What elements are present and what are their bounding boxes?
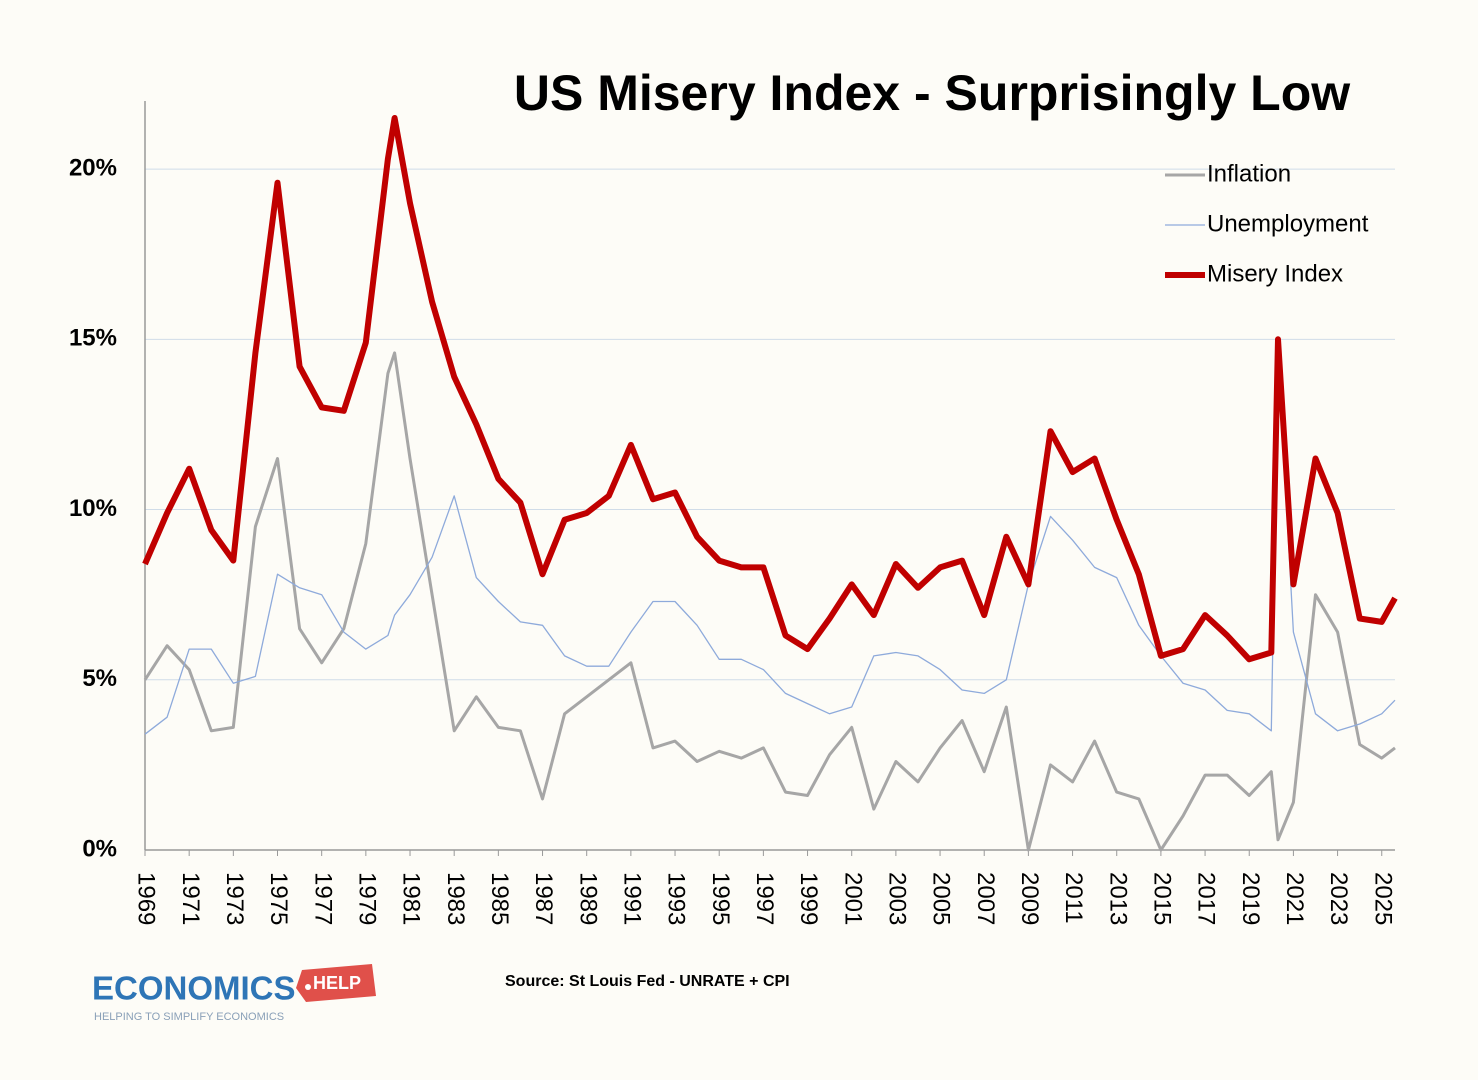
x-tick-label: 1999 — [795, 872, 822, 925]
x-tick-label: 2005 — [928, 872, 955, 925]
x-tick-label: 2019 — [1237, 872, 1264, 925]
logo-tag — [296, 964, 376, 1002]
x-tick-label: 2023 — [1325, 872, 1352, 925]
legend-label: Misery Index — [1207, 260, 1343, 287]
x-tick-label: 2015 — [1149, 872, 1176, 925]
x-tick-label: 1991 — [619, 872, 646, 925]
y-tick-label: 10% — [69, 495, 117, 522]
logo-tagline: HELPING TO SIMPLIFY ECONOMICS — [94, 1011, 284, 1023]
x-tick-label: 2007 — [972, 872, 999, 925]
x-tick-label: 1997 — [751, 872, 778, 925]
x-tick-label: 2013 — [1104, 872, 1131, 925]
x-tick-label: 1973 — [221, 872, 248, 925]
x-tick-label: 2003 — [884, 872, 911, 925]
chart-title: US Misery Index - Surprisingly Low — [514, 65, 1350, 121]
logo-tag-text: HELP — [313, 973, 361, 993]
x-tick-label: 1993 — [663, 872, 690, 925]
y-tick-label: 0% — [82, 835, 117, 862]
x-tick-label: 2017 — [1193, 872, 1220, 925]
x-tick-label: 1975 — [265, 872, 292, 925]
legend-label: Inflation — [1207, 160, 1291, 187]
series-line — [142, 115, 1398, 663]
x-tick-label: 1979 — [354, 872, 381, 925]
x-tick-label: 1971 — [177, 872, 204, 925]
x-tick-label: 2025 — [1369, 872, 1396, 925]
x-tick-label: 2011 — [1060, 872, 1087, 924]
x-tick-label: 2001 — [839, 872, 866, 925]
x-tick-label: 1987 — [530, 872, 557, 925]
logo-name: ECONOMICS — [92, 970, 296, 1007]
x-tick-label: 1983 — [442, 872, 469, 925]
series-line — [144, 348, 1396, 735]
x-tick-label: 1981 — [398, 872, 425, 925]
legend-label: Unemployment — [1207, 210, 1369, 237]
x-tick-label: 2021 — [1281, 872, 1308, 925]
series-line — [143, 351, 1396, 852]
x-tick-label: 1989 — [574, 872, 601, 925]
legend: Inflation Unemployment Misery Index — [1165, 160, 1369, 287]
x-tick-label: 1977 — [309, 872, 336, 925]
x-tick-label: 1985 — [486, 872, 513, 925]
x-tick-label: 2009 — [1016, 872, 1043, 925]
x-tick-label: 1969 — [133, 872, 160, 925]
y-tick-label: 5% — [82, 665, 117, 692]
logo: ECONOMICS HELP HELPING TO SIMPLIFY ECONO… — [92, 964, 376, 1023]
y-tick-label: 15% — [69, 325, 117, 352]
plot-lines — [142, 115, 1398, 852]
y-tick-label: 20% — [69, 154, 117, 181]
logo-tag-hole — [305, 984, 311, 990]
x-tick-label: 1995 — [707, 872, 734, 925]
source-note: Source: St Louis Fed - UNRATE + CPI — [505, 973, 790, 990]
